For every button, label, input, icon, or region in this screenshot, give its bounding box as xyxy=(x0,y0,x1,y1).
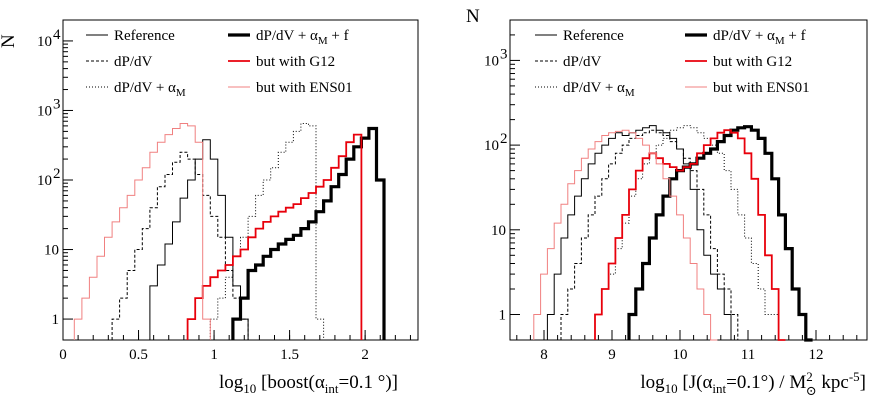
x-tick-label: 1.5 xyxy=(280,347,299,363)
y-tick-label: 10 xyxy=(484,53,499,69)
y-tick-exponent: 2 xyxy=(53,166,61,182)
y-tick-label: 10 xyxy=(44,243,59,259)
legend-label: dP/dV + αM + f xyxy=(713,28,806,47)
y-tick-exponent: 3 xyxy=(500,46,508,62)
series-line-pink xyxy=(533,129,718,341)
x-tick-label: 8 xyxy=(540,347,548,363)
series-line-red xyxy=(186,133,363,340)
x-tick-label: 2 xyxy=(361,347,369,363)
series-line-pink xyxy=(73,123,211,340)
y-tick-label: 10 xyxy=(484,138,499,154)
y-tick-label: 10 xyxy=(37,173,52,189)
series-group xyxy=(533,125,813,342)
x-tick-label: 12 xyxy=(809,347,824,363)
series-line-red xyxy=(594,129,786,341)
series-line-dotted xyxy=(594,125,786,341)
legend-label: dP/dV xyxy=(563,54,602,70)
x-tick-label: 0 xyxy=(59,347,67,363)
legend-label: but with G12 xyxy=(256,54,335,70)
x-axis-title: log10 [J(αint=0.1°) / M2 ⊙ kpc-5] xyxy=(640,369,866,398)
legend-label: but with ENS01 xyxy=(713,80,810,96)
x-tick-label: 9 xyxy=(608,347,616,363)
series-line-dashed xyxy=(560,129,745,341)
y-axis-title: N xyxy=(466,6,480,27)
y-tick-exponent: 4 xyxy=(53,27,61,43)
series-group xyxy=(73,123,386,341)
x-tick-label: 11 xyxy=(741,347,755,363)
y-axis-title: N xyxy=(0,34,19,48)
plot-frame xyxy=(509,19,868,341)
series-line-dashed xyxy=(111,151,256,341)
legend-label: dP/dV + αM + f xyxy=(256,28,349,47)
y-tick-label: 10 xyxy=(37,103,52,119)
legend-label: dP/dV + αM xyxy=(563,80,635,99)
x-tick-label: 10 xyxy=(673,347,688,363)
legend-label: Reference xyxy=(114,28,175,44)
x-axis-ticks: 8 9 10 11 12 xyxy=(516,330,858,363)
legend: Reference dP/dV dP/dV + αM dP/dV + αM + f bu… xyxy=(535,28,810,99)
y-tick-label: 1 xyxy=(52,312,60,328)
legend: Reference dP/dV dP/dV + αM dP/dV + αM + f bu… xyxy=(86,28,353,99)
legend-label: dP/dV + αM xyxy=(114,80,186,99)
series-line-thin-solid xyxy=(546,125,738,341)
x-axis-ticks: 0 0.5 1 1.5 2 xyxy=(59,330,411,363)
series-line-dotted xyxy=(209,123,325,340)
legend-label: but with G12 xyxy=(713,54,792,70)
legend-label: dP/dV xyxy=(114,54,153,70)
legend-label: Reference xyxy=(563,28,624,44)
y-tick-exponent: 3 xyxy=(53,96,61,112)
y-tick-label: 10 xyxy=(491,223,506,239)
series-line-thin-solid xyxy=(149,139,249,340)
series-line-thick-black xyxy=(627,125,813,342)
x-axis-title: log10 [boost(αint=0.1 °)] xyxy=(219,372,398,396)
legend-label: but with ENS01 xyxy=(256,80,353,96)
y-tick-exponent: 2 xyxy=(500,131,508,147)
x-tick-label: 1 xyxy=(210,347,218,363)
x-tick-label: 0.5 xyxy=(129,347,148,363)
y-tick-label: 1 xyxy=(499,308,507,324)
y-tick-label: 10 xyxy=(37,34,52,50)
